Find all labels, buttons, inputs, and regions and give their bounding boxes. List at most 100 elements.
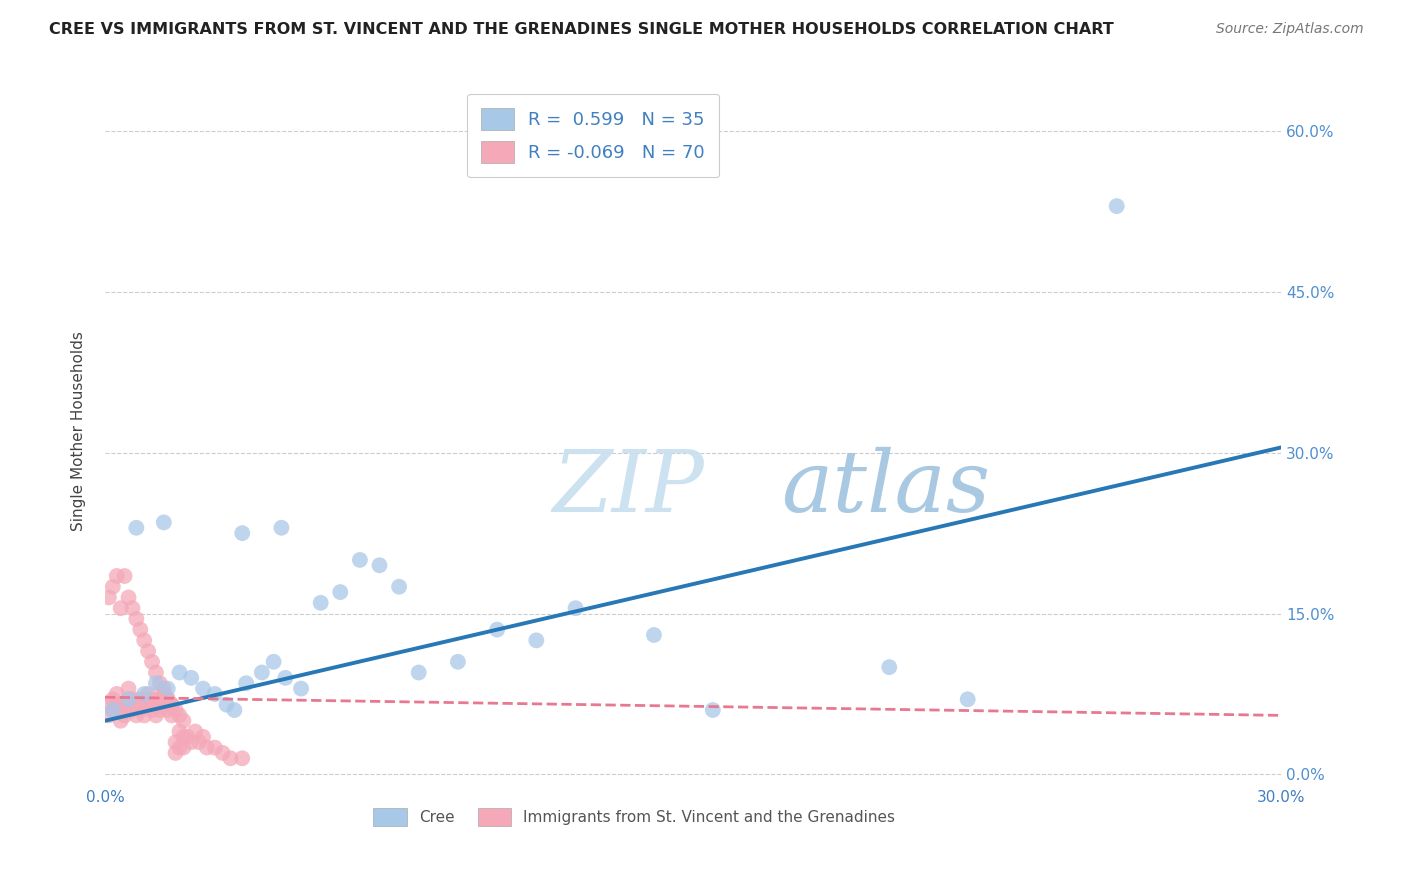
- Point: [145, 676, 167, 690]
- Point: [290, 681, 312, 696]
- Point: [165, 746, 187, 760]
- Legend: Cree, Immigrants from St. Vincent and the Grenadines: Cree, Immigrants from St. Vincent and th…: [366, 800, 903, 834]
- Point: [274, 671, 297, 685]
- Point: [329, 585, 352, 599]
- Point: [149, 703, 172, 717]
- Point: [117, 681, 139, 696]
- Point: [105, 698, 128, 712]
- Point: [97, 698, 120, 712]
- Point: [110, 703, 132, 717]
- Point: [110, 601, 132, 615]
- Point: [219, 751, 242, 765]
- Point: [156, 692, 179, 706]
- Point: [204, 687, 226, 701]
- Point: [134, 698, 156, 712]
- Point: [160, 698, 183, 712]
- Point: [149, 692, 172, 706]
- Point: [121, 703, 143, 717]
- Point: [114, 569, 136, 583]
- Point: [156, 703, 179, 717]
- Point: [125, 521, 148, 535]
- Point: [188, 735, 211, 749]
- Point: [149, 676, 172, 690]
- Point: [101, 703, 124, 717]
- Point: [101, 692, 124, 706]
- Point: [156, 692, 179, 706]
- Point: [125, 698, 148, 712]
- Point: [129, 703, 152, 717]
- Point: [125, 612, 148, 626]
- Point: [263, 655, 285, 669]
- Point: [643, 628, 665, 642]
- Point: [877, 660, 900, 674]
- Point: [180, 671, 202, 685]
- Point: [172, 714, 194, 728]
- Point: [1105, 199, 1128, 213]
- Point: [136, 644, 159, 658]
- Point: [114, 708, 136, 723]
- Point: [117, 591, 139, 605]
- Point: [121, 601, 143, 615]
- Point: [211, 746, 233, 760]
- Point: [309, 596, 332, 610]
- Text: Source: ZipAtlas.com: Source: ZipAtlas.com: [1216, 22, 1364, 37]
- Point: [129, 692, 152, 706]
- Text: CREE VS IMMIGRANTS FROM ST. VINCENT AND THE GRENADINES SINGLE MOTHER HOUSEHOLDS : CREE VS IMMIGRANTS FROM ST. VINCENT AND …: [49, 22, 1114, 37]
- Point: [134, 708, 156, 723]
- Point: [215, 698, 238, 712]
- Point: [141, 692, 163, 706]
- Point: [184, 724, 207, 739]
- Point: [408, 665, 430, 680]
- Point: [368, 558, 391, 573]
- Point: [169, 740, 191, 755]
- Point: [176, 730, 198, 744]
- Point: [169, 665, 191, 680]
- Point: [231, 751, 253, 765]
- Point: [136, 698, 159, 712]
- Point: [114, 698, 136, 712]
- Point: [160, 698, 183, 712]
- Point: [125, 708, 148, 723]
- Point: [231, 526, 253, 541]
- Point: [117, 692, 139, 706]
- Point: [191, 681, 214, 696]
- Point: [105, 687, 128, 701]
- Point: [101, 703, 124, 717]
- Point: [105, 569, 128, 583]
- Y-axis label: Single Mother Households: Single Mother Households: [72, 331, 86, 532]
- Point: [117, 692, 139, 706]
- Point: [101, 580, 124, 594]
- Point: [204, 740, 226, 755]
- Point: [153, 698, 176, 712]
- Point: [141, 703, 163, 717]
- Point: [447, 655, 470, 669]
- Point: [172, 740, 194, 755]
- Point: [141, 655, 163, 669]
- Point: [486, 623, 509, 637]
- Point: [956, 692, 979, 706]
- Point: [564, 601, 586, 615]
- Point: [180, 735, 202, 749]
- Text: ZIP: ZIP: [553, 447, 704, 529]
- Point: [388, 580, 411, 594]
- Point: [121, 692, 143, 706]
- Point: [169, 708, 191, 723]
- Point: [195, 740, 218, 755]
- Point: [169, 724, 191, 739]
- Point: [153, 687, 176, 701]
- Point: [270, 521, 292, 535]
- Point: [524, 633, 547, 648]
- Point: [172, 730, 194, 744]
- Point: [97, 591, 120, 605]
- Point: [156, 681, 179, 696]
- Point: [145, 708, 167, 723]
- Point: [349, 553, 371, 567]
- Point: [191, 730, 214, 744]
- Point: [145, 698, 167, 712]
- Point: [250, 665, 273, 680]
- Point: [235, 676, 257, 690]
- Point: [129, 623, 152, 637]
- Text: atlas: atlas: [782, 447, 991, 529]
- Point: [134, 687, 156, 701]
- Point: [153, 516, 176, 530]
